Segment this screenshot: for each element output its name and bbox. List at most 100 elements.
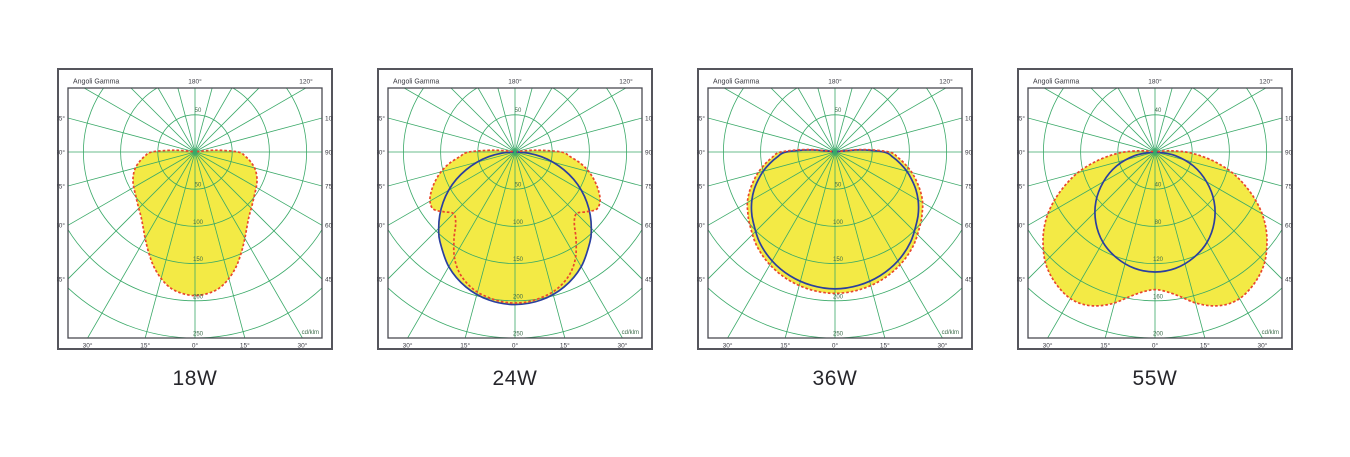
angle-label-right: 105° — [1285, 114, 1293, 122]
angle-label-right: 45° — [325, 275, 333, 283]
grid-ray — [194, 88, 213, 153]
angle-label-bottom: 15° — [880, 342, 890, 350]
angle-label-120: 120° — [619, 78, 633, 86]
grid-ray — [514, 88, 533, 153]
grid-ray — [1154, 88, 1173, 153]
grid-ray — [194, 151, 322, 226]
grid-ray — [708, 117, 836, 153]
ring-value-label: 200 — [193, 294, 204, 300]
grid-ray — [834, 117, 962, 153]
ring-value-label-top: 40 — [1155, 108, 1162, 114]
grid-ray — [388, 151, 516, 187]
angle-label-left: 75° — [57, 182, 65, 190]
ring-value-label: 120 — [1153, 257, 1164, 263]
angle-label-bottom: 30° — [1257, 342, 1267, 350]
grid-ray — [68, 151, 196, 280]
grid-ray — [477, 88, 516, 153]
grid-ray — [194, 151, 303, 338]
angle-label-right: 105° — [645, 114, 653, 122]
grid-ray — [497, 88, 516, 153]
angle-label-left: 60° — [697, 222, 705, 230]
polar-grid — [68, 88, 322, 338]
grid-ray — [68, 151, 196, 187]
grid-ray — [834, 151, 962, 187]
grid-ray — [514, 117, 642, 153]
unit-label: cd/klm — [302, 330, 319, 336]
angle-label-left: 105° — [1017, 114, 1025, 122]
grid-ray — [1154, 151, 1282, 226]
grid-ray — [1154, 151, 1282, 280]
angle-label-left: 60° — [1017, 222, 1025, 230]
ring-value-label: 100 — [193, 220, 204, 226]
ring-value-label: 50 — [835, 183, 842, 189]
grid-ray — [514, 151, 642, 280]
grid-ray — [1154, 151, 1282, 187]
angle-label-right: 90° — [1285, 148, 1293, 156]
chart-column-24w: 50 50 100 150 200 250 Angoli Gamma 180° 120° 105°… — [377, 68, 653, 391]
grid-ray — [130, 88, 196, 153]
grid-ray — [83, 88, 196, 153]
grid-ray — [194, 151, 246, 338]
ring-value-label: 150 — [833, 257, 844, 263]
unit-label: cd/klm — [942, 330, 959, 336]
angle-label-right: 90° — [645, 148, 653, 156]
ring-value-label: 160 — [1153, 294, 1164, 300]
angle-label-bottom: 30° — [403, 342, 413, 350]
angle-label-left: 90° — [1017, 148, 1025, 156]
ring-value-label-top: 50 — [835, 108, 842, 114]
grid-ray — [708, 151, 836, 226]
chart-column-18w: 50 50 100 150 200 250 Angoli Gamma 180° 120° 105°… — [57, 68, 333, 391]
grid-ray — [708, 151, 836, 280]
polar-chart-55w: 40 40 80 120 160 200 Angoli Gamma 180° 120° 105° 1… — [1017, 68, 1293, 350]
angle-label-right: 105° — [325, 114, 333, 122]
grid-ray — [514, 151, 623, 338]
angle-label-right: 90° — [325, 148, 333, 156]
angle-label-bottom: 30° — [1043, 342, 1053, 350]
grid-ray — [514, 151, 642, 187]
grid-ray — [727, 151, 836, 338]
angle-label-left: 60° — [57, 222, 65, 230]
wattage-label-24w: 24W — [492, 367, 538, 390]
grid-ray — [1154, 88, 1193, 153]
angle-label-left: 105° — [697, 114, 705, 122]
angle-label-left: 75° — [1017, 182, 1025, 190]
wattage-label-55w: 55W — [1132, 367, 1178, 390]
angle-label-bottom: 15° — [460, 342, 470, 350]
unit-label: cd/klm — [622, 330, 639, 336]
angle-label-bottom: 0° — [1152, 342, 1159, 350]
polar-chart-24w: 50 50 100 150 200 250 Angoli Gamma 180° 120° 105°… — [377, 68, 653, 350]
grid-ray — [194, 88, 307, 153]
chart-title: Angoli Gamma — [73, 79, 119, 86]
angle-label-bottom: 15° — [1200, 342, 1210, 350]
angle-label-bottom: 30° — [617, 342, 627, 350]
grid-ray — [144, 151, 196, 338]
chart-title: Angoli Gamma — [393, 79, 439, 86]
grid-ray — [1028, 151, 1156, 226]
angle-label-left: 90° — [377, 148, 385, 156]
angle-label-left: 105° — [57, 114, 65, 122]
angle-label-right: 75° — [325, 182, 333, 190]
curves-group — [746, 148, 924, 295]
ring-value-label: 250 — [833, 332, 844, 338]
grid-ray — [1154, 151, 1206, 338]
grid-ray — [403, 88, 516, 153]
grid-ray — [1028, 151, 1156, 187]
grid-ray — [514, 88, 580, 153]
ring-value-label: 40 — [1155, 183, 1162, 189]
grid-ray — [194, 88, 260, 153]
wattage-label-36w: 36W — [812, 367, 858, 390]
plot-frame — [387, 87, 643, 339]
c0-c180-curve — [1042, 149, 1268, 307]
grid-ray — [388, 151, 516, 280]
ring-value-label: 150 — [193, 257, 204, 263]
grid-ray — [834, 151, 962, 280]
angle-label-120: 120° — [939, 78, 953, 86]
grid-ray — [388, 117, 516, 153]
angle-label-left: 90° — [697, 148, 705, 156]
ring-value-label: 50 — [195, 183, 202, 189]
grid-ray — [1117, 88, 1156, 153]
angle-label-180: 180° — [508, 78, 522, 86]
wattage-label-18w: 18W — [172, 367, 218, 390]
chart-column-55w: 40 40 80 120 160 200 Angoli Gamma 180° 120° 105° 1… — [1017, 68, 1293, 391]
angle-label-bottom: 0° — [832, 342, 839, 350]
